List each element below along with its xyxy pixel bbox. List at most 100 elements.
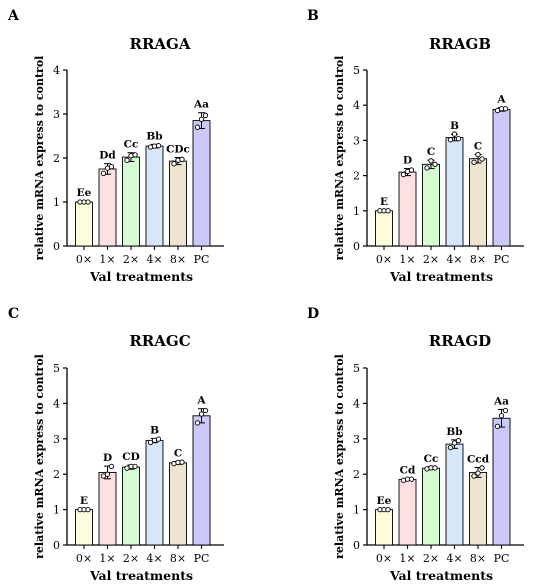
bar bbox=[75, 509, 93, 546]
data-point bbox=[100, 170, 107, 177]
data-point bbox=[198, 411, 205, 417]
bar bbox=[122, 466, 140, 546]
panel-d: D RRAGD 0 1 2 3 4 5 relative mRNA express to con… bbox=[307, 306, 524, 583]
x-tick-label: 4× bbox=[146, 552, 162, 565]
y-tick-label: 1 bbox=[353, 504, 360, 517]
bar bbox=[122, 156, 140, 247]
x-tick-label: PC bbox=[194, 253, 210, 266]
bar bbox=[192, 415, 211, 546]
bar bbox=[145, 440, 164, 546]
significance-label: Bb bbox=[446, 426, 462, 438]
x-axis-title: Val treatments bbox=[389, 269, 493, 284]
y-tick-label: 5 bbox=[53, 362, 60, 375]
data-point bbox=[447, 137, 454, 143]
chart-title: RRAGB bbox=[429, 35, 491, 53]
data-point bbox=[179, 459, 185, 465]
data-point bbox=[451, 131, 458, 137]
panel-a: A RRAGA 0 1 2 3 4 relative mRNA express to cont… bbox=[7, 8, 224, 284]
chart-title: RRAGA bbox=[129, 35, 190, 53]
data-point bbox=[479, 156, 485, 162]
y-axis-title: relative mRNA express to control bbox=[33, 354, 46, 559]
bar bbox=[375, 210, 393, 247]
data-point bbox=[432, 161, 438, 167]
data-point bbox=[400, 171, 407, 178]
data-point bbox=[494, 423, 501, 430]
y-axis-title: relative mRNA express to control bbox=[333, 56, 346, 261]
significance-label: A bbox=[196, 395, 206, 407]
bar bbox=[169, 160, 187, 247]
data-point bbox=[171, 161, 177, 167]
bar bbox=[98, 471, 117, 546]
data-point bbox=[455, 135, 462, 142]
significance-label: B bbox=[450, 120, 459, 132]
x-axis-title: Val treatments bbox=[89, 269, 193, 284]
x-tick-label: 1× bbox=[99, 552, 115, 565]
x-tick-label: 1× bbox=[99, 253, 115, 266]
x-tick-label: 2× bbox=[423, 253, 439, 266]
x-axis-title: Val treatments bbox=[89, 568, 193, 583]
panel-letter: B bbox=[307, 8, 319, 24]
significance-label: E bbox=[80, 495, 88, 507]
x-tick-label: PC bbox=[494, 552, 510, 565]
data-point bbox=[108, 463, 115, 470]
x-tick-label: 0× bbox=[376, 552, 392, 565]
significance-label: A bbox=[496, 94, 506, 106]
significance-label: D bbox=[103, 452, 112, 464]
x-tick-label: 1× bbox=[399, 552, 415, 565]
data-point bbox=[108, 164, 115, 170]
x-tick-label: 0× bbox=[76, 552, 92, 565]
significance-label: Cc bbox=[124, 139, 139, 151]
bar bbox=[422, 467, 440, 546]
bar bbox=[192, 120, 211, 247]
x-tick-label: 8× bbox=[470, 552, 486, 565]
significance-label: Cd bbox=[400, 464, 416, 476]
bar bbox=[469, 471, 487, 546]
data-point bbox=[179, 156, 185, 162]
significance-label: Ee bbox=[377, 495, 392, 507]
x-tick-label: 2× bbox=[423, 552, 439, 565]
bar bbox=[445, 137, 464, 247]
data-point bbox=[432, 465, 438, 471]
y-tick-label: 5 bbox=[353, 64, 360, 77]
data-point bbox=[85, 506, 91, 513]
y-tick-label: 4 bbox=[353, 397, 360, 410]
bar bbox=[445, 443, 464, 546]
panel-letter: A bbox=[7, 8, 20, 24]
y-tick-label: 5 bbox=[353, 362, 360, 375]
data-point bbox=[85, 199, 91, 205]
x-axis-title: Val treatments bbox=[389, 568, 493, 583]
x-tick-label: 8× bbox=[170, 552, 186, 565]
significance-label: Ccd bbox=[467, 453, 490, 465]
y-tick-label: 3 bbox=[353, 433, 360, 446]
panel-c: C RRAGC 0 1 2 3 4 5 relative mRNA express to con… bbox=[8, 306, 224, 583]
y-tick-label: 2 bbox=[53, 152, 60, 165]
data-point bbox=[198, 116, 205, 122]
data-point bbox=[498, 413, 505, 419]
data-point bbox=[132, 152, 138, 158]
bar bbox=[75, 201, 93, 247]
chart-title: RRAGD bbox=[429, 332, 491, 350]
y-tick-label: 3 bbox=[353, 134, 360, 147]
data-point bbox=[475, 151, 481, 158]
data-point bbox=[194, 124, 201, 130]
significance-label: C bbox=[174, 447, 182, 459]
y-tick-label: 1 bbox=[53, 196, 60, 209]
y-tick-label: 3 bbox=[53, 433, 60, 446]
data-point bbox=[194, 420, 201, 426]
x-tick-label: 8× bbox=[470, 253, 486, 266]
x-tick-label: 4× bbox=[446, 253, 462, 266]
significance-label: C bbox=[474, 140, 482, 152]
x-tick-label: 4× bbox=[146, 253, 162, 266]
y-tick-label: 4 bbox=[53, 397, 60, 410]
chart-title: RRAGC bbox=[129, 332, 190, 350]
x-tick-label: 2× bbox=[123, 253, 139, 266]
significance-label: E bbox=[380, 196, 388, 208]
data-point bbox=[202, 112, 209, 118]
data-point bbox=[385, 208, 391, 214]
data-point bbox=[408, 476, 415, 482]
y-tick-label: 0 bbox=[53, 539, 60, 552]
bar bbox=[492, 417, 511, 546]
significance-label: Dd bbox=[99, 150, 116, 162]
data-point bbox=[447, 444, 454, 451]
